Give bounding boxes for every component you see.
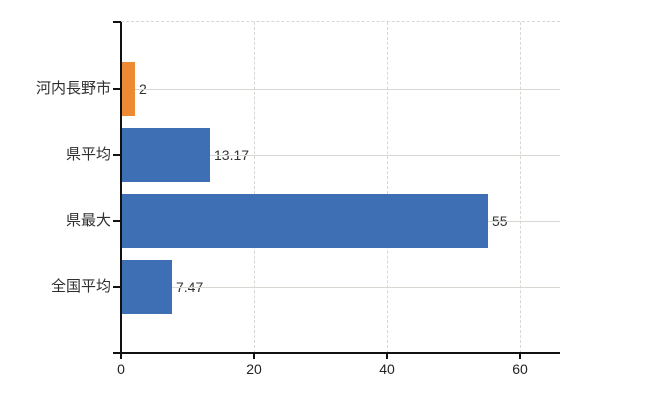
y-axis-tick: [113, 220, 121, 222]
y-axis-tick: [113, 88, 121, 90]
gridline-vertical: [254, 22, 255, 353]
category-label: 河内長野市: [35, 80, 111, 97]
x-axis: [113, 352, 560, 354]
category-label: 全国平均: [50, 278, 111, 295]
bar: [122, 62, 135, 116]
plot-top-border: [121, 21, 560, 22]
x-axis-tick: [253, 354, 255, 359]
bar: [122, 128, 210, 182]
gridline-horizontal: [121, 155, 560, 156]
x-axis-tick: [386, 354, 388, 359]
gridline-horizontal: [121, 89, 560, 90]
y-axis-tick: [113, 286, 121, 288]
y-axis: [120, 22, 122, 353]
gridline-vertical: [387, 22, 388, 353]
bar: [122, 194, 488, 248]
y-axis-end-tick: [113, 21, 121, 23]
bar: [122, 260, 172, 314]
gridline-vertical: [520, 22, 521, 353]
x-tick-label: 40: [379, 361, 395, 377]
x-tick-label: 0: [117, 361, 125, 377]
x-axis-tick: [120, 354, 122, 359]
category-label: 県平均: [65, 146, 111, 163]
gridline-horizontal: [121, 287, 560, 288]
category-label: 県最大: [65, 212, 111, 229]
x-axis-tick: [519, 354, 521, 359]
x-tick-label: 60: [512, 361, 528, 377]
x-tick-label: 20: [246, 361, 262, 377]
y-axis-tick: [113, 154, 121, 156]
